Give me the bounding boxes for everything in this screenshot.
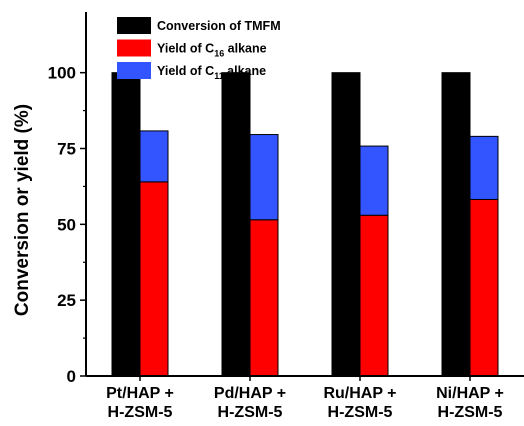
bar-c11_yield-1: [249, 134, 279, 221]
legend-swatch-conversion: [117, 17, 151, 34]
y-tick-label-3: 75: [57, 140, 76, 159]
bar-conversion-1: [221, 72, 251, 377]
y-tick-label-2: 50: [57, 215, 76, 234]
bar-conversion-3: [441, 72, 471, 377]
bar-c16_yield-2: [359, 214, 389, 377]
legend-label-c16_yield: Yield of C16 alkane: [157, 42, 267, 59]
bar-c16_yield-3: [469, 198, 499, 377]
axes-layer: Pt/HAP + H-ZSM-5 Pd/HAP + H-ZSM-5 Ru/HAP + H-…: [48, 12, 524, 421]
bar-c11_yield-2: [359, 145, 389, 216]
y-tick-label-1: 25: [57, 291, 76, 310]
y-tick-label-4: 100: [48, 64, 76, 83]
bars-layer: [111, 72, 499, 377]
bar-c16_yield-0: [139, 181, 169, 377]
bar-conversion-0: [111, 72, 141, 377]
bar-c16_yield-1: [249, 219, 279, 377]
x-tick-label-3: Ni/HAP + H-ZSM-5: [436, 385, 504, 421]
bar-conversion-2: [331, 72, 361, 377]
legend: Conversion of TMFM Yield of C16 alkane Yie…: [117, 17, 281, 81]
legend-swatch-c11_yield: [117, 62, 151, 79]
legend-label-conversion: Conversion of TMFM: [157, 19, 281, 33]
y-tick-label-0: 0: [67, 367, 76, 386]
x-tick-label-0: Pt/HAP + H-ZSM-5: [106, 385, 174, 421]
bar-c11_yield-3: [469, 135, 499, 200]
bar-c11_yield-0: [139, 130, 169, 183]
y-axis-title: Conversion or yield (%): [12, 104, 33, 316]
x-tick-label-2: Ru/HAP + H-ZSM-5: [323, 385, 396, 421]
legend-swatch-c16_yield: [117, 39, 151, 57]
legend-label-c11_yield: Yield of C11 alkane: [157, 64, 266, 81]
x-tick-label-1: Pd/HAP + H-ZSM-5: [214, 385, 286, 421]
